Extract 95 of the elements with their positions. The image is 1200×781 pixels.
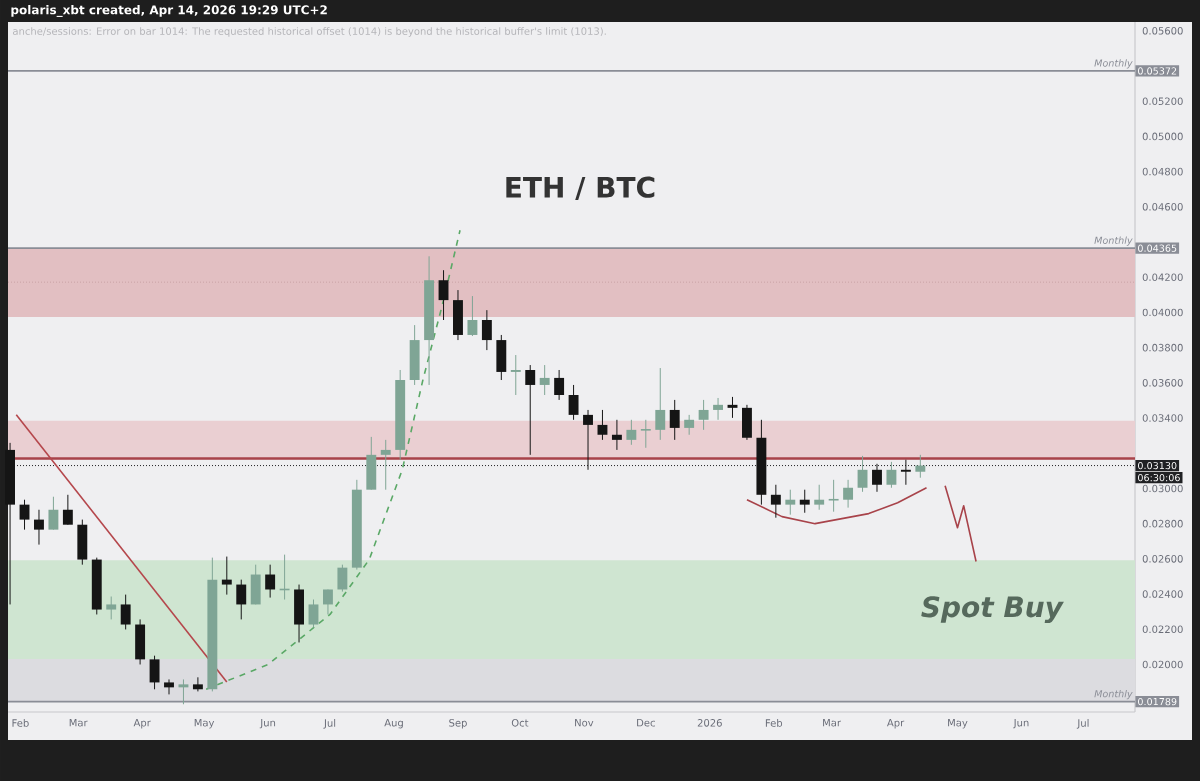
annotation: Monthly — [1094, 236, 1133, 246]
candlestick — [221, 556, 232, 596]
candlestick — [106, 596, 117, 620]
candlestick — [827, 479, 840, 513]
line-series — [205, 229, 461, 691]
x-tick-label: Nov — [575, 719, 594, 727]
candlestick — [814, 484, 825, 511]
ref-line-label: 0.03130 — [1138, 461, 1177, 470]
text: ETH / BTC — [506, 176, 655, 200]
candlestick — [481, 309, 492, 351]
candlestick — [178, 678, 189, 705]
candlestick — [770, 484, 781, 519]
candlestick — [265, 564, 276, 599]
candlestick — [611, 419, 622, 451]
y-tick-label: 0.02000 — [1142, 660, 1183, 669]
x-tick-label: Oct — [511, 719, 529, 727]
candlestick — [48, 496, 59, 531]
ref-line-label: 0.05372 — [1138, 67, 1177, 75]
candlestick — [192, 676, 203, 692]
y-tick-label: 0.04000 — [1142, 308, 1183, 317]
candlestick — [438, 269, 449, 321]
x-tick-label: Dec — [637, 719, 655, 727]
y-tick-label: 0.02200 — [1142, 625, 1183, 634]
candlestick — [713, 397, 723, 421]
y-tick-label: 0.02600 — [1142, 555, 1183, 563]
x-tick-label: Jun — [259, 719, 276, 729]
candlestick — [164, 678, 174, 695]
x-tick-label: Feb — [12, 719, 29, 727]
candlestick — [467, 295, 478, 337]
candlestick — [843, 479, 854, 509]
candlestick — [308, 599, 319, 629]
y-tick-label: 0.03400 — [1142, 414, 1183, 422]
candlestick — [684, 414, 695, 436]
y-tick-label: 0.04600 — [1142, 203, 1183, 211]
candlestick — [727, 396, 738, 419]
candlestick — [597, 409, 608, 441]
candlestick — [655, 367, 666, 441]
candlestick — [872, 463, 882, 493]
y-tick-label: 0.03600 — [1142, 379, 1183, 387]
annotation: Monthly — [1094, 689, 1133, 700]
y-tick-label: 0.03800 — [1142, 343, 1183, 352]
candlestick — [337, 564, 348, 593]
candlestick — [669, 399, 680, 441]
candlestick — [626, 419, 637, 446]
candlestick — [62, 494, 73, 526]
candlestick — [886, 461, 897, 489]
y-tick-label: 0.05000 — [1142, 132, 1183, 141]
candlestick — [19, 499, 30, 531]
line-series — [944, 485, 977, 563]
x-tick-label: 2026 — [697, 719, 722, 727]
text: polaris_xbt created, Apr 14, 2026 19:29 UTC+2 — [11, 5, 327, 17]
annotation: Monthly — [1094, 59, 1133, 69]
candlestick — [568, 384, 579, 421]
candlestick — [640, 419, 652, 449]
candlestick — [236, 579, 247, 620]
candlestick — [322, 588, 333, 615]
x-tick-label: Aug — [384, 719, 403, 729]
x-tick-label: Jul — [323, 719, 336, 729]
x-tick-label: Sep — [449, 719, 467, 729]
x-tick-label: Mar — [69, 719, 88, 727]
y-tick-label: 0.04200 — [1142, 273, 1183, 282]
candlestick — [510, 354, 521, 396]
candlestick — [554, 369, 565, 401]
x-tick-label: Apr — [133, 719, 151, 729]
candlestick — [539, 364, 550, 396]
y-tick-label: 0.04800 — [1142, 167, 1183, 176]
ref-line-label: 0.01789 — [1138, 697, 1177, 706]
x-tick-label: Jul — [1076, 719, 1089, 729]
ref-line-label: 0.04365 — [1138, 244, 1177, 252]
y-tick-label: 0.05600 — [1142, 27, 1183, 35]
candlestick — [525, 364, 536, 456]
candlestick — [380, 439, 391, 491]
band-label: Spot Buy — [921, 596, 1064, 624]
x-tick-label: Feb — [765, 719, 783, 727]
candlestick — [900, 459, 911, 486]
x-tick-label: Mar — [823, 719, 842, 727]
candlestick — [698, 399, 709, 431]
y-tick-label: 0.03000 — [1142, 484, 1183, 493]
x-tick-label: Apr — [886, 719, 905, 729]
candlestick — [149, 655, 160, 690]
line-series — [746, 486, 928, 525]
candlestick — [915, 454, 926, 479]
candlestick — [583, 409, 593, 471]
x-tick-label: May — [194, 719, 215, 729]
x-tick-label: May — [948, 719, 968, 729]
y-tick-label: 0.02800 — [1142, 519, 1183, 528]
text: 06:30:06 — [1138, 474, 1180, 482]
candlestick — [34, 509, 44, 546]
y-tick-label: 0.05200 — [1142, 97, 1183, 106]
y-tick-label: 0.02400 — [1142, 590, 1183, 598]
candlestick — [857, 455, 868, 493]
candlestick — [785, 489, 796, 516]
candlestick — [799, 489, 810, 514]
x-tick-label: Jun — [1013, 719, 1029, 729]
candlestick — [120, 594, 131, 630]
